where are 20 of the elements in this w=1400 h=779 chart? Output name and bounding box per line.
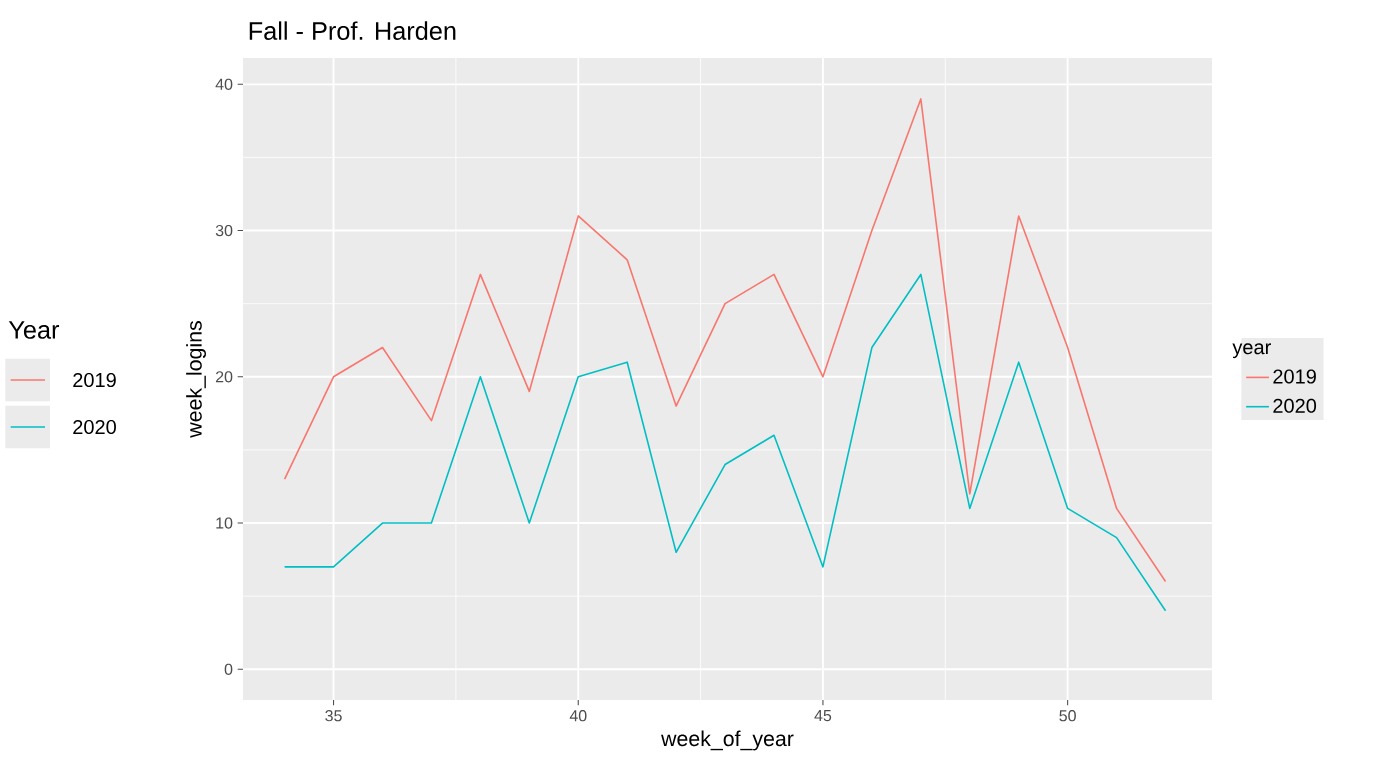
x-tick-label: 45: [814, 710, 832, 722]
x-tick-label: 50: [1059, 710, 1076, 722]
y-tick-label: 0: [224, 663, 233, 675]
x-tick-label: 35: [325, 710, 342, 722]
y-tick-label: 40: [215, 78, 233, 90]
text: Year: [8, 321, 60, 339]
legend-label: 2020: [1273, 398, 1317, 413]
chart-title: Fall - Prof. Harden: [249, 21, 456, 40]
y-tick-label: 30: [215, 224, 233, 237]
y-axis-title: week_logins: [186, 321, 207, 438]
text: 2019: [73, 372, 116, 388]
line-series: [283, 273, 1167, 612]
text: 2020: [73, 419, 116, 435]
x-axis-title: week_of_year: [661, 730, 794, 751]
y-tick-label: 20: [215, 371, 233, 383]
x-tick-label: 40: [569, 710, 587, 722]
legend-label: 2019: [1273, 369, 1316, 384]
legend-title: year: [1232, 343, 1271, 359]
line-series: [283, 98, 1167, 583]
y-tick-label: 10: [216, 517, 233, 529]
